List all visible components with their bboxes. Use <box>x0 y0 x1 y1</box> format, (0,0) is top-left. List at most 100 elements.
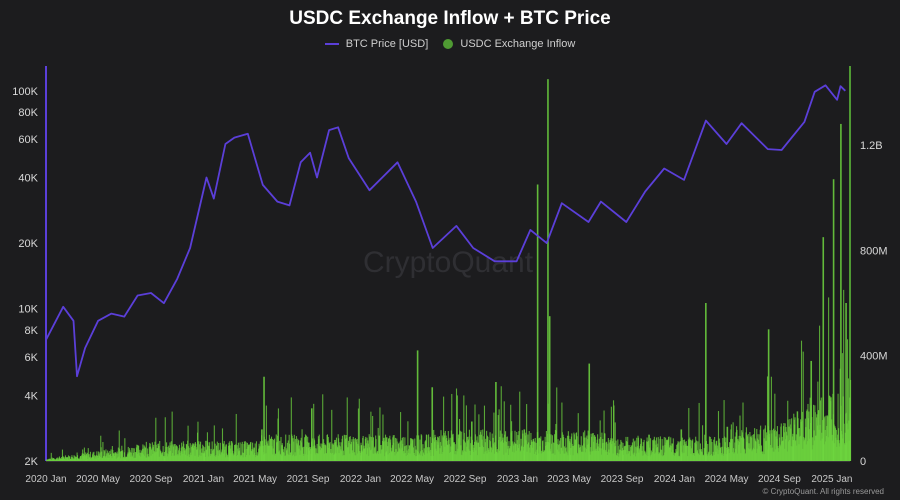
inflow-bar <box>686 445 688 461</box>
inflow-bar <box>717 411 720 461</box>
inflow-bar <box>820 397 822 461</box>
legend-item-usdc-inflow[interactable]: USDC Exchange Inflow <box>443 38 575 50</box>
inflow-bar <box>362 435 364 461</box>
inflow-bar <box>629 445 631 461</box>
legend-label-btc-price: BTC Price [USD] <box>345 38 429 51</box>
inflow-bar <box>483 405 486 461</box>
inflow-bar <box>760 425 762 461</box>
inflow-bar <box>627 444 629 461</box>
inflow-bar <box>688 408 690 461</box>
inflow-bar <box>791 418 793 461</box>
inflow-bar <box>375 439 377 461</box>
inflow-bar <box>661 439 663 461</box>
inflow-bar <box>606 441 608 461</box>
inflow-bar <box>242 452 244 461</box>
y-left-tick-label: 100K <box>12 86 38 98</box>
inflow-bar <box>774 429 776 461</box>
inflow-bar <box>802 351 804 461</box>
inflow-bar <box>88 454 90 461</box>
inflow-bar <box>372 415 374 461</box>
inflow-bar <box>277 408 279 461</box>
inflow-bar <box>383 437 385 461</box>
x-tick-label: 2021 Jan <box>183 474 224 485</box>
inflow-bar <box>620 439 622 461</box>
legend-item-btc-price[interactable]: BTC Price [USD] <box>324 38 429 51</box>
inflow-bar <box>551 435 553 461</box>
inflow-bar <box>561 432 563 461</box>
inflow-bar <box>485 438 487 461</box>
inflow-bar <box>357 408 359 461</box>
inflow-bar <box>283 446 285 461</box>
inflow-bar <box>819 325 821 461</box>
inflow-bar <box>731 439 733 461</box>
inflow-bar <box>122 450 124 461</box>
inflow-bar <box>576 436 578 461</box>
inflow-bar <box>287 440 289 461</box>
inflow-bar <box>660 449 662 461</box>
inflow-bar <box>847 378 849 461</box>
x-tick-label: 2020 May <box>76 474 120 485</box>
inflow-bar <box>224 446 226 461</box>
inflow-bar <box>504 431 507 461</box>
inflow-bar <box>105 449 107 461</box>
inflow-spike-bar <box>648 434 650 461</box>
inflow-bar <box>772 428 775 461</box>
x-tick-label: 2021 May <box>233 474 277 485</box>
inflow-bar <box>552 442 554 461</box>
inflow-bar <box>427 434 430 461</box>
inflow-bar <box>104 451 106 461</box>
inflow-bar <box>580 436 582 461</box>
legend-label-usdc-inflow: USDC Exchange Inflow <box>460 38 576 51</box>
inflow-bar <box>421 435 423 461</box>
inflow-bar <box>837 393 839 461</box>
inflow-bar <box>255 441 258 461</box>
inflow-bar <box>801 411 803 461</box>
inflow-bar <box>697 441 699 461</box>
inflow-bar <box>806 409 808 461</box>
inflow-bar <box>637 437 640 461</box>
inflow-bar <box>421 450 423 461</box>
inflow-bar <box>763 438 765 461</box>
inflow-bar <box>511 430 513 461</box>
inflow-bar <box>198 441 200 461</box>
inflow-bar <box>132 452 134 461</box>
chart-legend: BTC Price [USD] USDC Exchange Inflow <box>0 38 900 50</box>
inflow-bar <box>295 439 297 461</box>
inflow-bar <box>329 441 331 461</box>
inflow-bar <box>736 429 738 461</box>
y-left-tick-label: 6K <box>25 352 39 364</box>
inflow-bar <box>584 430 586 461</box>
inflow-bar <box>722 438 724 461</box>
inflow-bar <box>292 438 294 461</box>
inflow-bar <box>265 405 267 461</box>
inflow-bar <box>708 436 711 461</box>
inflow-bar <box>293 434 295 461</box>
inflow-bar <box>56 457 58 461</box>
inflow-bar <box>455 388 458 461</box>
inflow-bar <box>346 397 348 461</box>
inflow-bar <box>534 437 536 461</box>
x-tick-label: 2024 Jan <box>654 474 695 485</box>
inflow-bar <box>142 444 144 461</box>
inflow-bar <box>486 430 488 461</box>
inflow-bar <box>173 444 175 461</box>
inflow-bar <box>476 436 478 461</box>
inflow-bar <box>732 422 734 461</box>
inflow-bar <box>415 449 417 461</box>
inflow-bar <box>742 402 744 461</box>
y-right-tick-label: 1.2B <box>860 140 883 152</box>
inflow-bar <box>46 459 48 461</box>
inflow-bar <box>502 442 504 461</box>
inflow-spike-bar <box>845 303 847 461</box>
inflow-bar <box>414 445 416 461</box>
inflow-bar <box>244 441 246 461</box>
watermark: CryptoQuant <box>363 246 534 279</box>
inflow-bar <box>164 417 166 461</box>
inflow-bar <box>393 435 395 461</box>
inflow-spike-bar <box>385 437 388 461</box>
inflow-bar <box>465 405 467 461</box>
chart-title: USDC Exchange Inflow + BTC Price <box>289 8 611 29</box>
inflow-bar <box>166 442 168 461</box>
inflow-bar <box>776 426 778 461</box>
inflow-bar <box>365 443 367 461</box>
